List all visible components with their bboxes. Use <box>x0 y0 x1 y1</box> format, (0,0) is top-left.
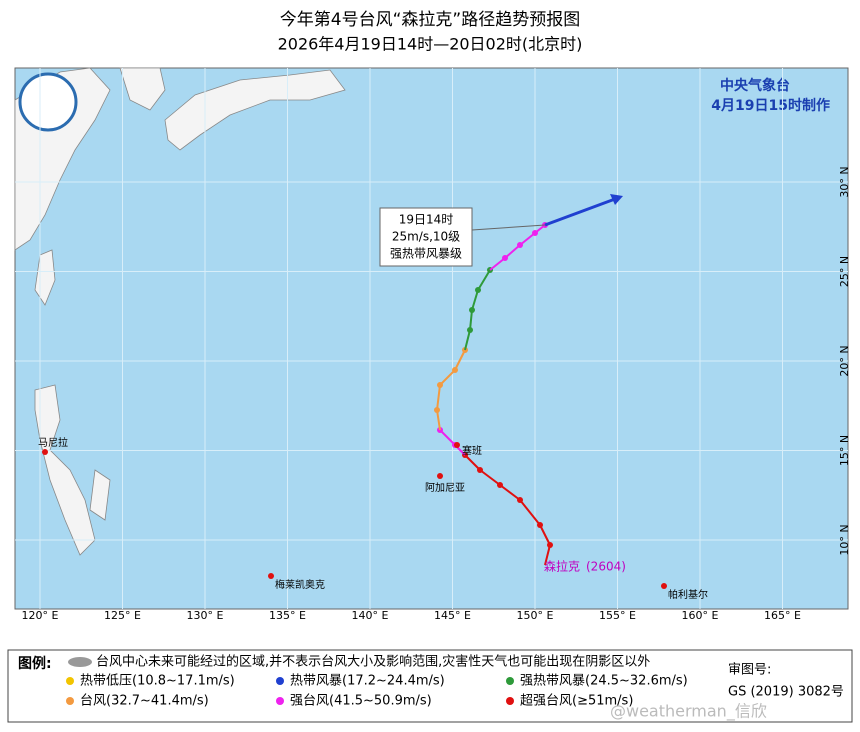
callout-leader <box>471 224 546 231</box>
approval-number: GS (2019) 3082号 <box>728 685 844 700</box>
past-track <box>504 244 521 259</box>
past-track <box>489 257 506 271</box>
place-label: 帕利基尔 <box>668 588 708 601</box>
agency-name: 中央气象台 <box>720 77 790 94</box>
callout-box <box>379 207 473 267</box>
lon-label: 145° E <box>434 609 471 622</box>
place-dot <box>454 442 460 448</box>
callout-intensity: 25m/s,10级 <box>392 230 460 244</box>
lat-label: 25° N <box>838 256 851 287</box>
watermark: @weatherman_信欣 <box>610 702 767 722</box>
past-track <box>454 349 466 371</box>
callout-time: 19日14时 <box>399 213 454 227</box>
lon-label: 155° E <box>599 609 636 622</box>
lon-label: 150° E <box>517 609 554 622</box>
legend-label: 超强台风(≥51m/s) <box>520 694 633 709</box>
legend-swatch <box>66 677 74 685</box>
place-label: 塞班 <box>462 444 482 457</box>
past-track <box>471 289 479 311</box>
legend-box <box>7 649 853 723</box>
place-dot <box>661 583 667 589</box>
approval-label: 审图号: <box>728 663 771 678</box>
place-dot <box>42 449 48 455</box>
past-track <box>464 329 471 351</box>
legend-swatch <box>506 677 514 685</box>
past-track <box>469 309 473 331</box>
lat-label: 15° N <box>838 435 851 466</box>
title: 今年第4号台风“森拉克”路径趋势预报图 <box>280 10 580 30</box>
place-dot <box>268 573 274 579</box>
cma-logo <box>18 72 78 132</box>
place-label: 阿加尼亚 <box>425 482 465 494</box>
legend-title: 图例: <box>18 655 52 672</box>
past-track <box>439 429 456 446</box>
callout-grade: 强热带风暴级 <box>390 247 462 261</box>
past-track <box>464 454 481 471</box>
past-track <box>539 524 551 546</box>
forecast-track <box>544 197 616 227</box>
past-track <box>477 269 491 291</box>
past-track <box>519 499 541 526</box>
past-track <box>479 469 501 486</box>
subtitle: 2026年4月19日14时—20日02时(北京时) <box>278 35 583 54</box>
past-track <box>436 384 441 411</box>
place-dot <box>437 473 443 479</box>
lon-label: 130° E <box>187 609 224 622</box>
legend-swatch <box>276 677 284 685</box>
cone-note: 台风中心未来可能经过的区域,并不表示台风大小及影响范围,灾害性天气也可能出现在阴… <box>96 654 650 670</box>
legend-label: 热带风暴(17.2~24.4m/s) <box>290 674 445 689</box>
lon-label: 160° E <box>682 609 719 622</box>
lon-label: 140° E <box>352 609 389 622</box>
legend-swatch <box>66 697 74 705</box>
lat-label: 10° N <box>838 524 851 555</box>
past-track <box>436 409 441 431</box>
legend-swatch <box>276 697 284 705</box>
lon-label: 165° E <box>764 609 801 622</box>
typhoon-code: (2604) <box>586 560 626 574</box>
past-track <box>499 484 521 501</box>
lon-label: 120° E <box>22 609 59 622</box>
lat-label: 20° N <box>838 345 851 376</box>
place-label: 马尼拉 <box>38 436 68 449</box>
place-label: 梅莱凯奥克 <box>275 578 325 591</box>
forecast-arrow <box>610 194 623 205</box>
legend-label: 热带低压(10.8~17.1m/s) <box>80 674 235 689</box>
past-track <box>519 232 536 246</box>
legend-label: 强热带风暴(24.5~32.6m/s) <box>520 674 688 689</box>
past-track <box>544 544 551 566</box>
legend-label: 台风(32.7~41.4m/s) <box>80 694 209 709</box>
past-track <box>439 369 456 386</box>
cone-swatch <box>68 657 92 667</box>
lat-label: 30° N <box>838 166 851 197</box>
typhoon-name: 森拉克 <box>544 559 580 574</box>
lon-label: 125° E <box>104 609 141 622</box>
issue-time: 4月19日15时制作 <box>711 97 830 114</box>
sea <box>14 67 849 610</box>
legend-swatch <box>506 697 514 705</box>
lon-label: 135° E <box>269 609 306 622</box>
legend-label: 强台风(41.5~50.9m/s) <box>290 694 432 709</box>
